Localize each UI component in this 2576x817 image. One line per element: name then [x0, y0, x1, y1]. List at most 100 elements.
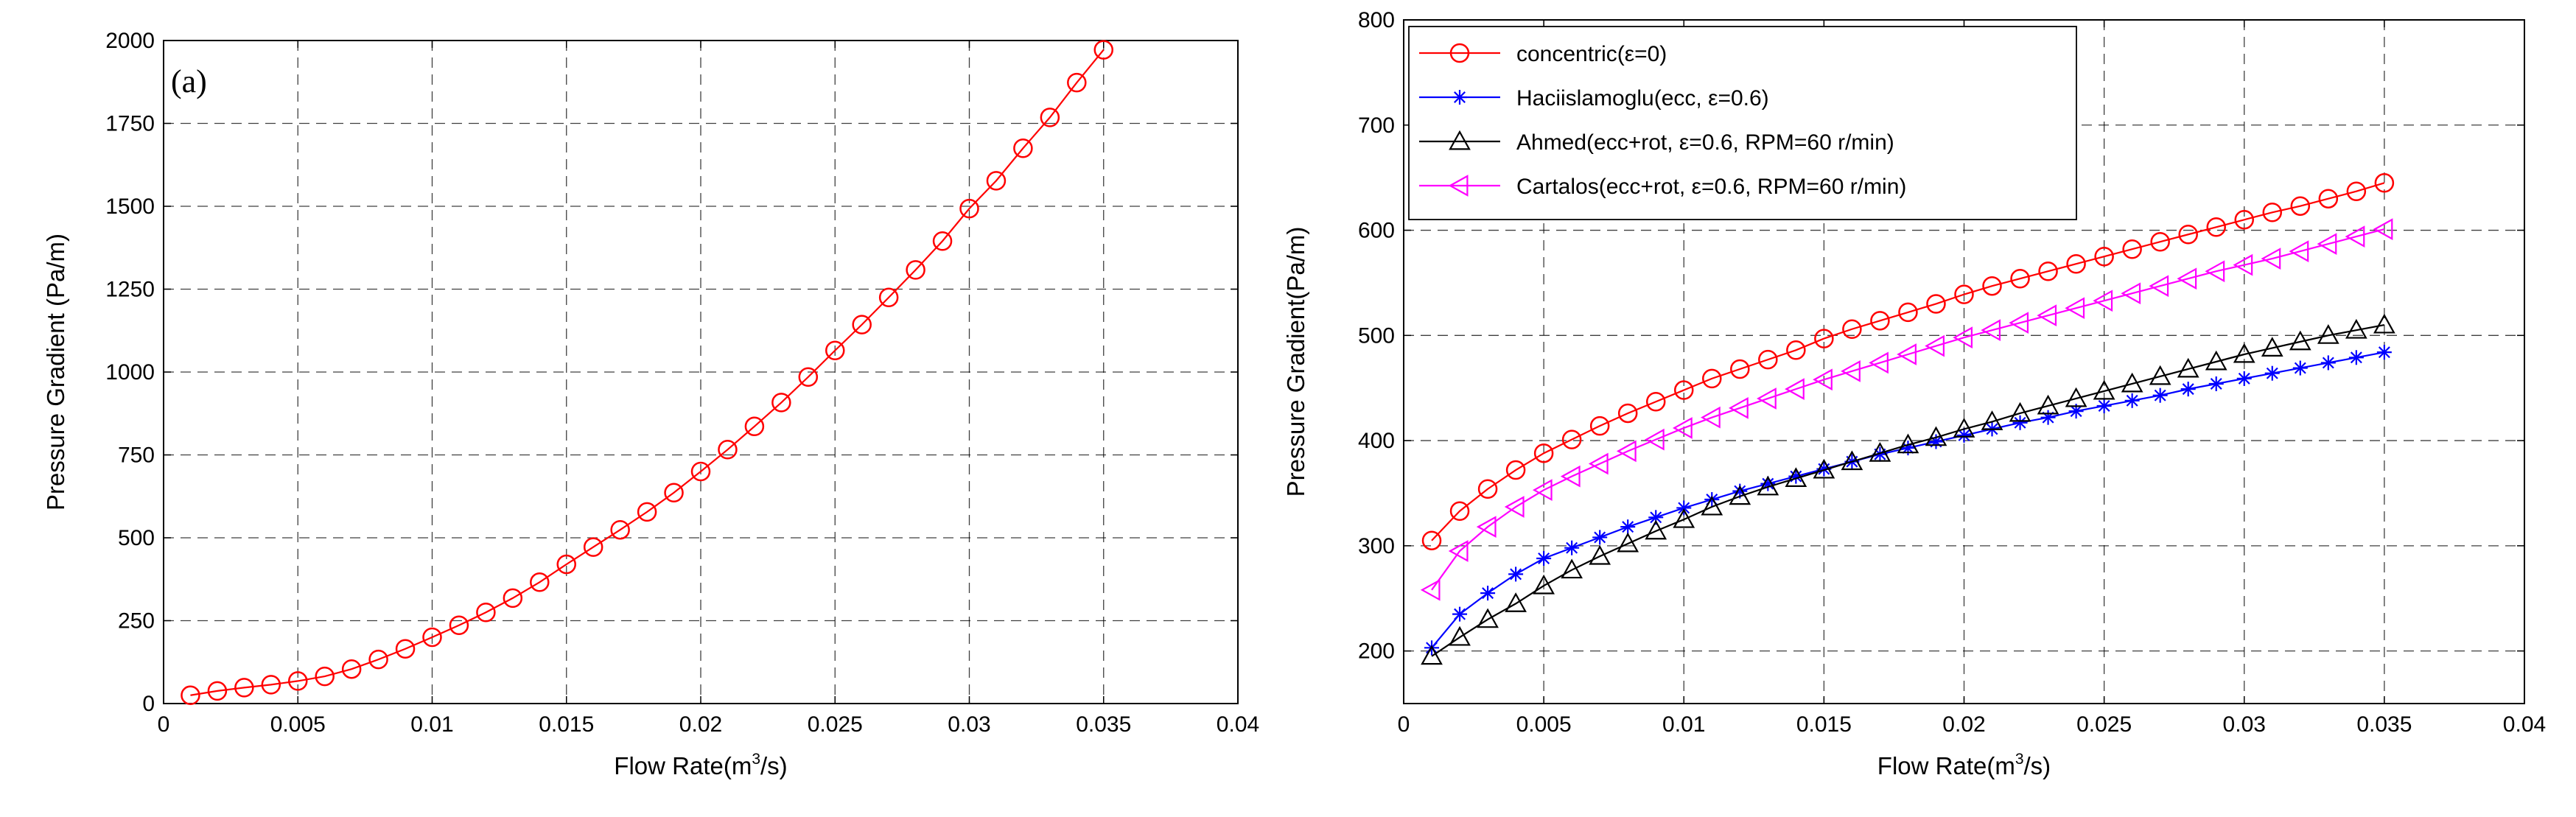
chart1-y-tick-label: 1750	[105, 112, 155, 136]
chart2-data-point	[2373, 313, 2395, 334]
chart2-data-point	[1870, 311, 1890, 331]
chart2-data-point	[2318, 189, 2339, 208]
chart1-y-tick-label: 750	[118, 443, 155, 468]
chart1-panel-label: (a)	[171, 63, 207, 99]
chart1-x-tick-label: 0.04	[1217, 712, 1259, 737]
chart2-data-point	[1448, 540, 1469, 562]
chart2-data-point	[2261, 337, 2283, 357]
chart1-data-point	[1093, 40, 1113, 60]
chart1-data-point	[181, 685, 200, 705]
chart2-data-point	[2038, 261, 2058, 281]
chart1-x-tick-label: 0	[158, 712, 170, 737]
chart2-legend-marker	[1448, 175, 1469, 197]
chart2-legend-item: Haciislamoglu(ecc, ε=0.6)	[1419, 86, 1769, 111]
chart2-data-point	[2317, 233, 2337, 255]
chart1-data-point	[288, 671, 308, 691]
chart2-data-point	[2180, 382, 2196, 397]
chart2-data-point	[2010, 268, 2030, 289]
chart2-series-4	[1420, 218, 2393, 601]
chart2-x-tick-label: 0.015	[1796, 712, 1852, 737]
chart1-data-point	[959, 198, 979, 219]
chart2-data-point	[1588, 452, 1609, 475]
chart1-y-tick-label: 0	[142, 692, 155, 716]
chart2-legend-label: Ahmed(ecc+rot, ε=0.6, RPM=60 r/min)	[1516, 130, 1894, 155]
chart2-data-point	[1925, 426, 1947, 446]
chart2-data-point	[2205, 260, 2225, 283]
chart2-data-point	[1729, 485, 1751, 505]
chart2-data-point	[1926, 294, 1946, 314]
chart2-data-point	[1898, 302, 1918, 323]
chart2-data-point	[2152, 388, 2168, 403]
chart2-data-point	[2376, 345, 2392, 360]
chart2-data-point	[1953, 326, 1973, 349]
chart1-data-point	[798, 367, 819, 387]
chart2-data-point	[2150, 231, 2170, 252]
chart2-data-point	[2374, 173, 2395, 193]
chart1-data-point	[261, 675, 281, 695]
chart2-data-point	[2093, 379, 2115, 400]
chart2-data-point	[2289, 330, 2311, 351]
chart2-legend-item: Ahmed(ecc+rot, ε=0.6, RPM=60 r/min)	[1419, 130, 1894, 155]
chart2-data-point	[1561, 429, 1582, 449]
chart2-y-tick-label: 800	[1358, 8, 1395, 32]
chart2-data-point	[1814, 329, 1834, 348]
chart2-data-point	[1645, 392, 1666, 412]
chart2-data-point	[1421, 530, 1442, 550]
chart1-data-point	[422, 627, 442, 648]
chart2-data-point	[1676, 500, 1692, 516]
chart2-data-point	[1674, 380, 1694, 400]
chart1-data-point	[556, 554, 576, 575]
chart2-y-tick-label: 700	[1358, 113, 1395, 138]
chart2-data-point	[1504, 496, 1525, 518]
chart1-data-point	[825, 340, 845, 360]
chart2-x-tick-label: 0.025	[2076, 712, 2132, 737]
chart2-x-tick-label: 0	[1398, 712, 1410, 737]
chart2-legend-item: concentric(ε=0)	[1419, 42, 1667, 66]
chart1-data-point	[207, 681, 228, 701]
chart2-series-1	[1421, 173, 2395, 550]
chart2-data-point	[2178, 224, 2198, 245]
chart1-data-point	[878, 287, 899, 307]
chart1-y-tick-label: 500	[118, 526, 155, 550]
chart2-data-point	[1982, 276, 2002, 296]
chart2-data-point	[1758, 349, 1778, 370]
chart2-data-point	[2065, 387, 2087, 407]
chart1-data-point	[583, 537, 603, 557]
chart1-x-axis-label: Flow Rate(m3/s)	[614, 751, 787, 779]
chart2-data-point	[1449, 501, 1470, 521]
chart1-panel: 0 0.005 0.01 0.015 0.02 0.025 0.03 0.035 0.04 0 25…	[42, 29, 1259, 779]
chart2-y-tick-label: 300	[1358, 534, 1395, 558]
chart2-data-point	[1672, 417, 1693, 439]
chart2-x-tick-label: 0.02	[1942, 712, 1985, 737]
chart2-data-point	[2205, 350, 2227, 371]
chart2-data-point	[2264, 365, 2280, 381]
chart2-data-point	[2346, 181, 2367, 201]
chart2-data-point	[1842, 319, 1862, 339]
chart2-data-point	[2121, 372, 2143, 393]
chart1-x-tick-label: 0.02	[679, 712, 722, 737]
chart1-y-tick-label: 1000	[105, 360, 155, 385]
chart1-axes-box	[163, 40, 1239, 704]
chart1-y-axis-label: Pressure Gradient (Pa/m)	[42, 234, 69, 511]
chart2-data-point	[2289, 240, 2309, 262]
chart2-data-point	[2317, 324, 2339, 344]
chart2-data-point	[1620, 519, 1636, 535]
chart2-data-point	[2234, 210, 2254, 230]
chart2-data-point	[2236, 371, 2252, 386]
chart2-data-point	[1786, 340, 1806, 360]
chart2-data-point	[2066, 253, 2086, 274]
chart1-data-point	[1067, 72, 1087, 93]
chart1-data-point	[341, 659, 362, 679]
chart2-legend-marker	[1449, 130, 1471, 150]
chart1-data-point	[852, 315, 872, 334]
chart2-data-point	[2348, 350, 2364, 365]
chart2-legend: concentric(ε=0) Haciislamoglu(ecc, ε=0.6)…	[1408, 26, 2077, 220]
chart2-data-point	[1869, 351, 1889, 374]
chart1-data-point	[368, 649, 388, 670]
chart2-x-tick-label: 0.01	[1662, 712, 1705, 737]
chart2-data-point	[1785, 378, 1805, 400]
chart2-data-point	[2012, 415, 2028, 430]
chart1-y-tick-label: 2000	[105, 29, 155, 53]
chart2-data-point	[1476, 516, 1497, 539]
chart1-data-point	[395, 639, 416, 659]
